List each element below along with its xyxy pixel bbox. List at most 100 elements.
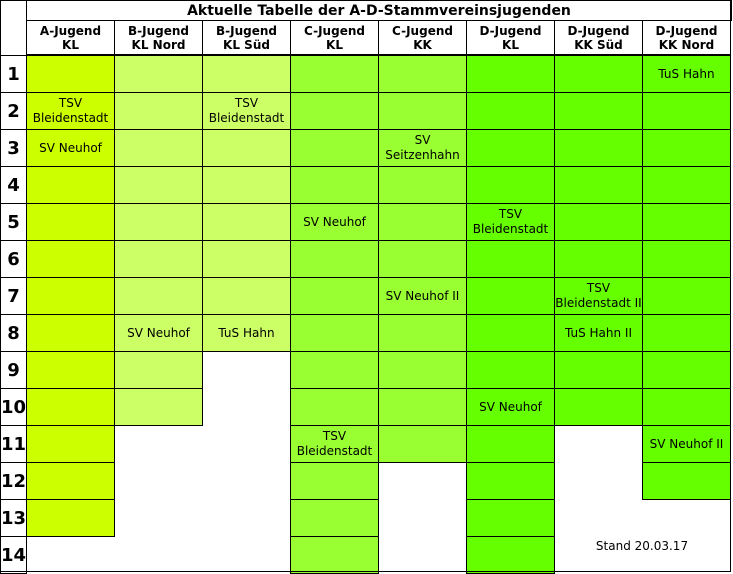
row-number-7: 7	[0, 277, 27, 315]
table-cell	[290, 536, 379, 574]
table-cell	[290, 55, 379, 93]
row-number-12: 12	[0, 462, 27, 500]
row-number-9: 9	[0, 351, 27, 389]
table-cell	[642, 277, 731, 315]
column-header-line1: A-Jugend	[39, 23, 102, 38]
column-header-line1: C-Jugend	[304, 23, 365, 38]
table-cell	[466, 425, 555, 463]
column-header-line1: D-Jugend	[479, 23, 542, 38]
table-cell	[290, 462, 379, 500]
table-cell	[554, 55, 643, 93]
table-cell: SV Seitzenhahn	[378, 129, 467, 167]
table-cell	[290, 314, 379, 352]
table-cell	[26, 351, 115, 389]
table-cell	[290, 388, 379, 426]
table-cell	[378, 166, 467, 204]
table-cell: TuS Hahn	[202, 314, 291, 352]
row-number-6: 6	[0, 240, 27, 278]
table-cell	[26, 55, 115, 93]
row-number-11: 11	[0, 425, 27, 463]
table-cell: TSV Bleidenstadt II	[554, 277, 643, 315]
table-cell	[202, 55, 291, 93]
table-cell	[378, 388, 467, 426]
column-header-line1: C-Jugend	[392, 23, 453, 38]
column-header-line2: KL Süd	[223, 37, 270, 52]
column-header-line2: KK Süd	[574, 37, 623, 52]
table-cell	[466, 536, 555, 574]
table-cell	[378, 92, 467, 130]
row-number-8: 8	[0, 314, 27, 352]
table-cell	[26, 314, 115, 352]
row-number-5: 5	[0, 203, 27, 241]
stand-date: Stand 20.03.17	[595, 539, 689, 553]
table-cell: SV Neuhof	[466, 388, 555, 426]
table-cell: SV Neuhof	[114, 314, 203, 352]
table-cell	[642, 166, 731, 204]
table-cell	[290, 499, 379, 537]
table-cell	[554, 351, 643, 389]
table-cell	[642, 203, 731, 241]
row-number-13: 13	[0, 499, 27, 537]
table-cell: SV Neuhof	[290, 203, 379, 241]
table-cell	[554, 240, 643, 278]
table-cell	[466, 462, 555, 500]
column-header-line2: KK	[413, 37, 432, 52]
table-cell: TSV Bleidenstadt	[290, 425, 379, 463]
table-cell	[466, 277, 555, 315]
table-cell	[26, 203, 115, 241]
table-cell	[554, 92, 643, 130]
column-header-line1: D-Jugend	[567, 23, 630, 38]
table-cell	[378, 203, 467, 241]
table-cell	[26, 425, 115, 463]
table-cell	[466, 166, 555, 204]
table-cell	[378, 425, 467, 463]
table-cell	[466, 314, 555, 352]
table-cell	[290, 277, 379, 315]
table-cell	[642, 129, 731, 167]
table-cell	[466, 240, 555, 278]
table-cell	[114, 129, 203, 167]
column-header-7: D-Jugend KK Süd	[554, 20, 643, 55]
table-cell	[642, 388, 731, 426]
table-cell	[26, 277, 115, 315]
column-header-line1: D-Jugend	[655, 23, 718, 38]
row-number-1: 1	[0, 55, 27, 93]
table-cell	[290, 129, 379, 167]
table-cell	[466, 351, 555, 389]
column-header-line2: KL	[502, 37, 519, 52]
table-cell	[202, 277, 291, 315]
table-cell	[26, 240, 115, 278]
table-cell	[466, 55, 555, 93]
column-header-line1: B-Jugend	[216, 23, 277, 38]
table-cell	[26, 462, 115, 500]
table-cell	[554, 166, 643, 204]
table-cell	[290, 240, 379, 278]
table-cell	[466, 499, 555, 537]
sheet-title: Aktuelle Tabelle der A-D-Stammvereinsjug…	[26, 0, 732, 21]
table-cell	[26, 499, 115, 537]
table-cell	[26, 166, 115, 204]
column-header-8: D-Jugend KK Nord	[642, 20, 731, 55]
table-cell	[642, 240, 731, 278]
table-cell	[202, 203, 291, 241]
table-cell	[202, 240, 291, 278]
table-cell	[642, 462, 731, 500]
row-number-3: 3	[0, 129, 27, 167]
table-cell	[378, 314, 467, 352]
table-cell	[114, 203, 203, 241]
table-cell: TSV Bleidenstadt	[466, 203, 555, 241]
table-cell	[466, 129, 555, 167]
table-cell: TSV Bleidenstadt	[202, 92, 291, 130]
row-number-10: 10	[0, 388, 27, 426]
table-cell	[642, 92, 731, 130]
column-header-line2: KL	[62, 37, 79, 52]
table-cell	[114, 351, 203, 389]
table-cell	[114, 92, 203, 130]
table-cell	[202, 129, 291, 167]
table-cell	[378, 240, 467, 278]
column-header-5: C-Jugend KK	[378, 20, 467, 55]
table-cell	[290, 166, 379, 204]
table-cell: TuS Hahn II	[554, 314, 643, 352]
column-header-2: B-Jugend KL Nord	[114, 20, 203, 55]
